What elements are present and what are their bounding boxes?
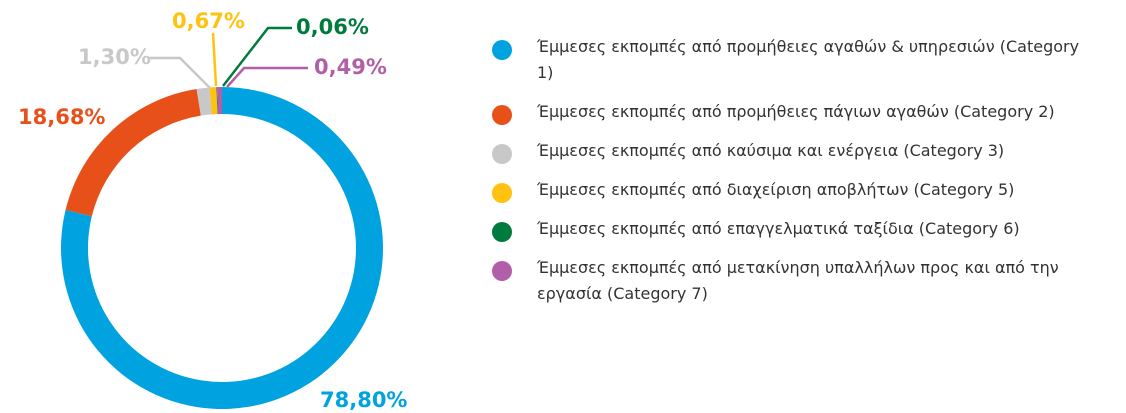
legend-label: Έμμεσες εκπομπές από προμήθειες πάγιων α… xyxy=(537,102,1055,121)
value-label: 0,67% xyxy=(172,9,245,33)
value-label: 78,80% xyxy=(320,388,407,412)
leader-line xyxy=(211,32,218,87)
leader-line xyxy=(222,26,292,87)
leader-line xyxy=(226,66,308,88)
value-label: 18,68% xyxy=(18,105,105,129)
legend-label: Έμμεσες εκπομπές από προμήθειες αγαθών &… xyxy=(537,37,1080,82)
legend-item: Έμμεσες εκπομπές από διαχείριση αποβλήτω… xyxy=(492,177,1092,203)
legend-swatch xyxy=(492,105,512,125)
legend-item: Έμμεσες εκπομπές από καύσιμα και ενέργει… xyxy=(492,138,1092,164)
legend-swatch xyxy=(492,222,512,242)
legend-item: Έμμεσες εκπομπές από επαγγελματικά ταξίδ… xyxy=(492,216,1092,242)
legend-label: Έμμεσες εκπομπές από μετακίνηση υπαλλήλω… xyxy=(537,258,1059,303)
legend-item: Έμμεσες εκπομπές από προμήθειες αγαθών &… xyxy=(492,34,1092,86)
legend-swatch xyxy=(492,40,512,60)
donut-segment xyxy=(216,87,218,115)
value-label: 0,49% xyxy=(314,55,387,79)
legend: Έμμεσες εκπομπές από προμήθειες αγαθών &… xyxy=(492,34,1092,320)
legend-label: Έμμεσες εκπομπές από επαγγελματικά ταξίδ… xyxy=(537,219,1020,238)
legend-item: Έμμεσες εκπομπές από προμήθειες πάγιων α… xyxy=(492,99,1092,125)
donut-segment xyxy=(217,87,222,115)
legend-label: Έμμεσες εκπομπές από διαχείριση αποβλήτω… xyxy=(537,180,1015,199)
donut-segment xyxy=(209,87,218,115)
legend-swatch xyxy=(492,183,512,203)
leader-line xyxy=(148,56,211,89)
legend-label: Έμμεσες εκπομπές από καύσιμα και ενέργει… xyxy=(537,141,1005,160)
legend-swatch xyxy=(492,261,512,281)
legend-item: Έμμεσες εκπομπές από μετακίνηση υπαλλήλω… xyxy=(492,255,1092,307)
value-label: 0,06% xyxy=(296,15,369,39)
legend-swatch xyxy=(492,144,512,164)
donut-segment xyxy=(196,87,212,116)
value-label: 1,30% xyxy=(78,45,151,69)
donut-segment xyxy=(65,89,201,217)
